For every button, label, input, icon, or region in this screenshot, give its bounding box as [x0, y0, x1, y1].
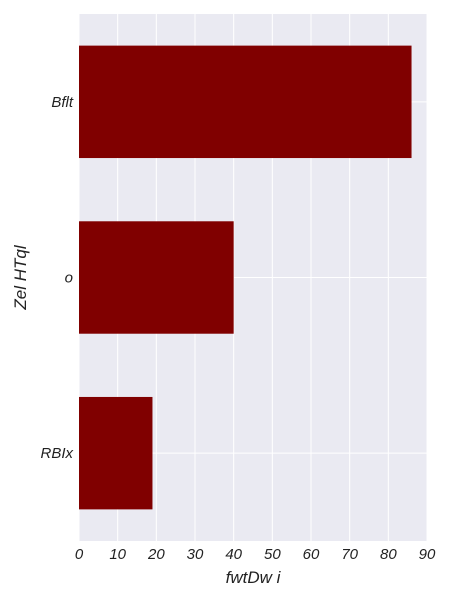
x-tick-label: 90: [419, 546, 436, 563]
bars: [79, 45, 412, 510]
x-tick-label: 60: [303, 546, 320, 563]
x-tick-label: 0: [75, 546, 84, 563]
x-tick-label: 70: [341, 546, 358, 563]
bar-o: [79, 221, 234, 334]
x-tick-label: 50: [264, 546, 281, 563]
x-tick-label: 40: [225, 546, 242, 563]
y-tick-label: RBIx: [40, 445, 73, 462]
x-tick-labels: 0 10 20 30 40 50 60 70 80 90: [75, 546, 436, 563]
y-tick-label: Bflt: [51, 94, 74, 111]
x-axis-title: fwtDw i: [226, 568, 282, 587]
y-tick-labels: Bflt o RBIx: [40, 94, 73, 462]
x-tick-label: 30: [187, 546, 204, 563]
y-axis-title: Zel HTql: [11, 244, 30, 310]
bar-rbix: [79, 396, 153, 510]
bar-bflt: [79, 45, 412, 159]
x-tick-label: 10: [109, 546, 126, 563]
y-tick-label: o: [65, 270, 73, 287]
x-tick-label: 20: [147, 546, 165, 563]
x-tick-label: 80: [380, 546, 397, 563]
